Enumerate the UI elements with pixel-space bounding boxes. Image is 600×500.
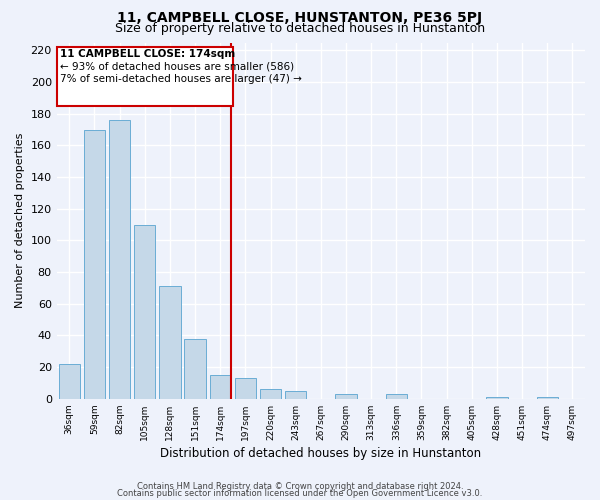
Bar bbox=[260, 390, 281, 399]
Bar bbox=[84, 130, 105, 399]
Bar bbox=[209, 375, 231, 399]
Bar bbox=[486, 397, 508, 399]
Bar bbox=[59, 364, 80, 399]
Text: 11 CAMPBELL CLOSE: 174sqm: 11 CAMPBELL CLOSE: 174sqm bbox=[61, 49, 236, 59]
Bar bbox=[285, 391, 307, 399]
Bar bbox=[134, 224, 155, 399]
Bar bbox=[386, 394, 407, 399]
Text: Contains HM Land Registry data © Crown copyright and database right 2024.: Contains HM Land Registry data © Crown c… bbox=[137, 482, 463, 491]
Bar bbox=[335, 394, 356, 399]
FancyBboxPatch shape bbox=[56, 48, 233, 106]
Bar bbox=[536, 397, 558, 399]
Text: 7% of semi-detached houses are larger (47) →: 7% of semi-detached houses are larger (4… bbox=[61, 74, 302, 84]
Bar bbox=[109, 120, 130, 399]
X-axis label: Distribution of detached houses by size in Hunstanton: Distribution of detached houses by size … bbox=[160, 447, 481, 460]
Text: Contains public sector information licensed under the Open Government Licence v3: Contains public sector information licen… bbox=[118, 489, 482, 498]
Text: 11, CAMPBELL CLOSE, HUNSTANTON, PE36 5PJ: 11, CAMPBELL CLOSE, HUNSTANTON, PE36 5PJ bbox=[118, 11, 482, 25]
Bar bbox=[184, 338, 206, 399]
Bar bbox=[159, 286, 181, 399]
Text: ← 93% of detached houses are smaller (586): ← 93% of detached houses are smaller (58… bbox=[61, 62, 295, 72]
Bar bbox=[235, 378, 256, 399]
Y-axis label: Number of detached properties: Number of detached properties bbox=[15, 133, 25, 308]
Text: Size of property relative to detached houses in Hunstanton: Size of property relative to detached ho… bbox=[115, 22, 485, 35]
